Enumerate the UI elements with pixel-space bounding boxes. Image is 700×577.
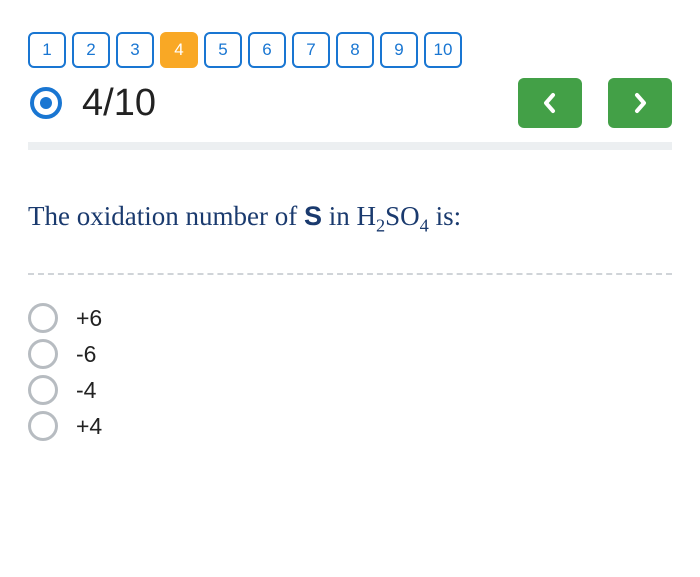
question-prefix: The oxidation number of — [28, 201, 304, 231]
question-sub2: 4 — [420, 215, 429, 235]
question-sub1: 2 — [376, 215, 385, 235]
qnav-item-10[interactable]: 10 — [424, 32, 462, 68]
divider — [28, 273, 672, 275]
next-button[interactable] — [608, 78, 672, 128]
question-mid: in H — [322, 201, 376, 231]
qnav-item-1[interactable]: 1 — [28, 32, 66, 68]
option-3[interactable]: -4 — [28, 375, 672, 405]
option-label: -6 — [76, 341, 96, 368]
radio-icon — [28, 339, 58, 369]
qnav-item-6[interactable]: 6 — [248, 32, 286, 68]
option-label: -4 — [76, 377, 96, 404]
qnav-item-5[interactable]: 5 — [204, 32, 242, 68]
option-2[interactable]: -6 — [28, 339, 672, 369]
chevron-right-icon — [631, 92, 649, 114]
question-counter: 4/10 — [82, 82, 492, 125]
prev-button[interactable] — [518, 78, 582, 128]
qnav-item-8[interactable]: 8 — [336, 32, 374, 68]
progress-bar — [28, 142, 672, 150]
qnav-item-2[interactable]: 2 — [72, 32, 110, 68]
question-element: S — [304, 201, 322, 231]
question-nav: 1 2 3 4 5 6 7 8 9 10 — [28, 32, 672, 68]
qnav-item-7[interactable]: 7 — [292, 32, 330, 68]
option-label: +6 — [76, 305, 102, 332]
option-label: +4 — [76, 413, 102, 440]
radio-icon — [28, 303, 58, 333]
radio-icon — [28, 411, 58, 441]
target-icon — [28, 85, 64, 121]
option-4[interactable]: +4 — [28, 411, 672, 441]
radio-icon — [28, 375, 58, 405]
status-row: 4/10 — [28, 78, 672, 128]
question-text: The oxidation number of S in H2SO4 is: — [28, 198, 672, 239]
question-comp2: SO — [385, 201, 420, 231]
options-list: +6 -6 -4 +4 — [28, 303, 672, 441]
option-1[interactable]: +6 — [28, 303, 672, 333]
question-suffix: is: — [429, 201, 461, 231]
qnav-item-4[interactable]: 4 — [160, 32, 198, 68]
qnav-item-9[interactable]: 9 — [380, 32, 418, 68]
chevron-left-icon — [541, 92, 559, 114]
qnav-item-3[interactable]: 3 — [116, 32, 154, 68]
